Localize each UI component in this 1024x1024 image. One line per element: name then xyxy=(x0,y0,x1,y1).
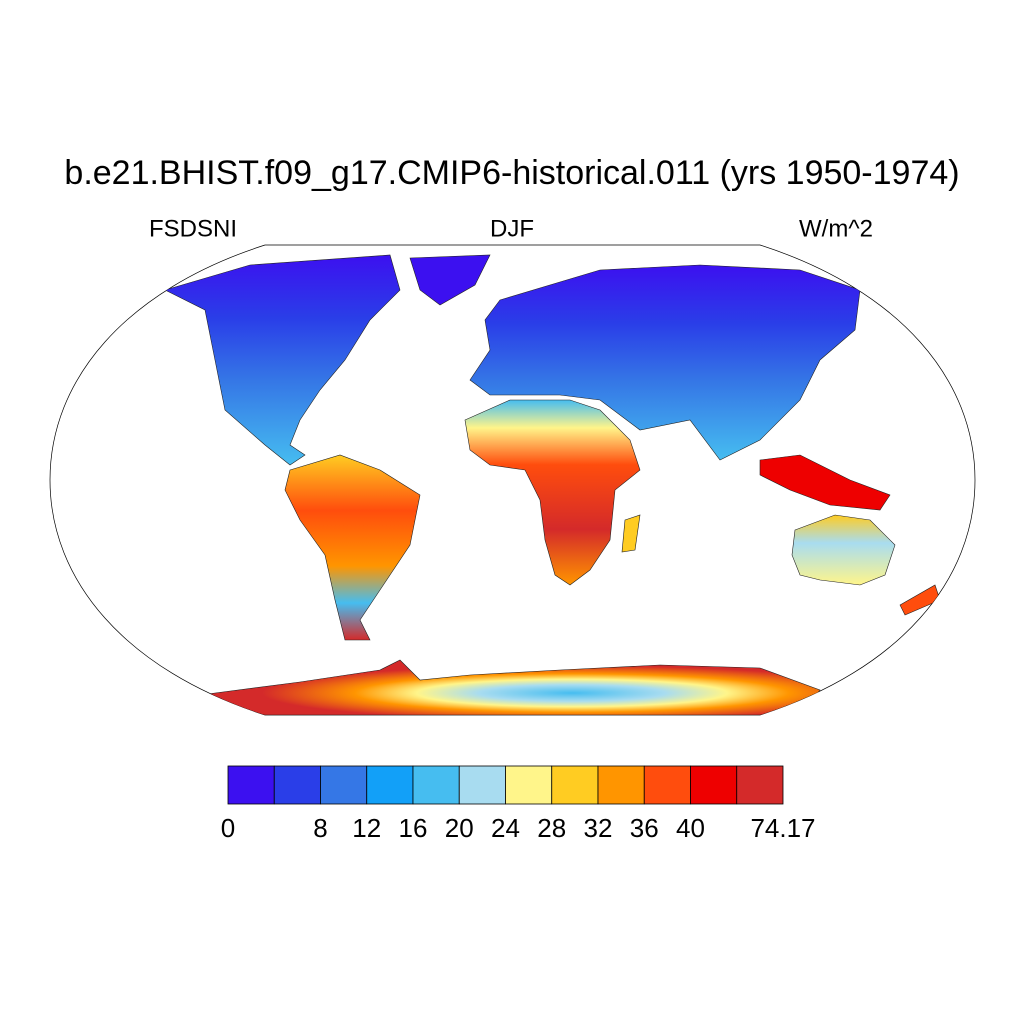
colorbar-label: 8 xyxy=(313,813,327,843)
maritime-continent xyxy=(759,454,891,511)
colorbar-label: 0 xyxy=(221,813,235,843)
colorbar-box xyxy=(736,765,784,805)
north-america xyxy=(164,254,401,466)
madagascar xyxy=(621,514,641,553)
colorbar-label: 28 xyxy=(537,813,566,843)
colorbar-label: 24 xyxy=(491,813,520,843)
colorbar-box xyxy=(643,765,691,805)
colorbar-box xyxy=(412,765,460,805)
colorbar-box xyxy=(227,765,275,805)
colorbar-label: 74.17 xyxy=(750,813,815,843)
units-label: W/m^2 xyxy=(799,215,873,242)
season-label: DJF xyxy=(490,215,534,242)
colorbar-label: 16 xyxy=(399,813,428,843)
africa xyxy=(464,399,641,586)
antarctica xyxy=(198,659,821,715)
title: b.e21.BHIST.f09_g17.CMIP6-historical.011… xyxy=(64,154,959,192)
map xyxy=(49,244,976,716)
colorbar-label: 36 xyxy=(630,813,659,843)
colorbar-box xyxy=(505,765,553,805)
colorbar-label: 12 xyxy=(352,813,381,843)
colorbar-box xyxy=(597,765,645,805)
colorbar-box xyxy=(320,765,368,805)
colorbar-label: 40 xyxy=(676,813,705,843)
colorbar-box xyxy=(551,765,599,805)
variable-label: FSDSNI xyxy=(149,215,237,242)
greenland xyxy=(409,254,491,306)
colorbar-box xyxy=(690,765,738,805)
colorbar-label: 32 xyxy=(584,813,613,843)
colorbar-box xyxy=(458,765,506,805)
colorbar-box xyxy=(366,765,414,805)
colorbar-label: 20 xyxy=(445,813,474,843)
colorbar-box xyxy=(273,765,321,805)
eurasia xyxy=(469,264,861,461)
south-america xyxy=(284,454,421,641)
australia xyxy=(791,514,896,586)
colorbar: 0 8 12 16 20 24 28 32 36 40 74.17 xyxy=(221,765,816,843)
